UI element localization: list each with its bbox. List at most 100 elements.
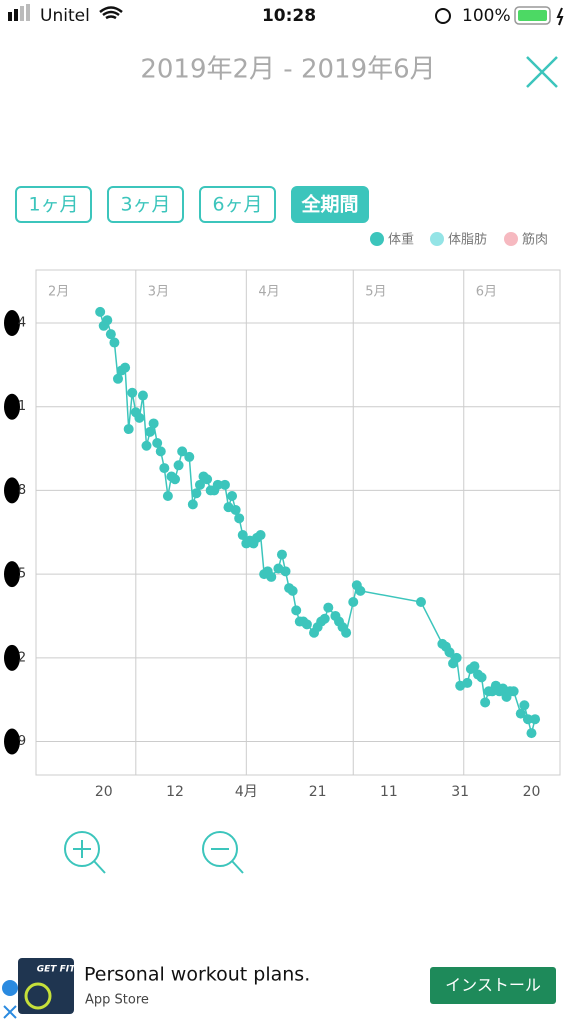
charging	[556, 7, 564, 26]
ad-close[interactable]	[3, 1005, 17, 1019]
point	[191, 488, 202, 499]
point	[230, 504, 241, 515]
legend-swatch	[430, 232, 444, 246]
point	[148, 418, 159, 429]
point	[194, 479, 205, 490]
point	[102, 315, 113, 326]
point	[522, 714, 533, 725]
y-tick-label: 5	[18, 567, 26, 582]
close-button[interactable]	[526, 56, 558, 88]
y-tick-label: 8	[18, 483, 26, 498]
point	[415, 597, 426, 608]
point	[219, 479, 230, 490]
zoom-in-icon	[73, 840, 106, 874]
point	[137, 390, 148, 401]
point	[152, 437, 163, 448]
point	[508, 686, 519, 697]
point	[469, 661, 480, 672]
point	[170, 474, 181, 485]
y-tick-label: 4	[18, 316, 26, 331]
zoom-out-icon	[202, 831, 238, 867]
range-button[interactable]	[291, 186, 369, 223]
zoom-out[interactable]	[202, 831, 244, 874]
point	[234, 513, 245, 524]
point	[519, 700, 530, 711]
battery-level	[518, 10, 547, 21]
point	[95, 306, 106, 317]
point	[530, 714, 541, 725]
point	[177, 446, 188, 457]
y-tick-label: 2	[18, 650, 26, 665]
point	[280, 566, 291, 577]
range-button[interactable]	[199, 186, 276, 223]
month-label: 5月	[365, 285, 386, 300]
month-label: 2月	[48, 285, 69, 300]
point	[120, 362, 131, 373]
x-tick-label: 20	[95, 784, 113, 800]
point	[480, 697, 491, 708]
legend-label: 体脂肪	[448, 232, 487, 248]
point	[526, 728, 537, 739]
redaction	[4, 393, 20, 420]
zoom-out-icon	[211, 848, 244, 874]
point	[105, 329, 116, 340]
point	[476, 672, 487, 683]
time: 10:28	[262, 6, 316, 26]
ad-banner: GET FIT Personal workout plans. App Stor…	[0, 955, 576, 1024]
range-buttons: 1ヶ月 3ヶ月 6ヶ月 全期間	[15, 186, 369, 223]
legend-label: 筋肉	[522, 232, 548, 248]
x-tick-label: 21	[309, 784, 327, 800]
point	[202, 474, 213, 485]
point	[141, 440, 152, 451]
signal	[14, 9, 18, 21]
signal	[20, 6, 24, 21]
point	[159, 463, 170, 474]
zoom-in[interactable]	[64, 831, 106, 874]
chart: 2月 3月 4月 5月 6月 4 1 8 5 2 9 20 12 4月 21 11 31 20	[4, 269, 561, 800]
ad-info[interactable]	[2, 980, 18, 996]
redaction	[4, 644, 20, 671]
point	[109, 337, 120, 348]
point	[515, 708, 526, 719]
battery-text: 100%	[462, 6, 511, 26]
point	[162, 490, 173, 501]
point	[444, 647, 455, 658]
point	[451, 652, 462, 663]
range-button[interactable]	[107, 186, 184, 223]
point	[112, 373, 123, 384]
point	[227, 490, 238, 501]
point	[341, 627, 352, 638]
battery	[514, 6, 551, 25]
install-button[interactable]	[430, 967, 556, 1004]
redaction	[4, 728, 20, 755]
legend: 体重 体脂肪 筋肉	[370, 232, 548, 248]
month-label: 6月	[476, 285, 497, 300]
zoom-in-icon	[64, 831, 100, 867]
point	[184, 451, 195, 462]
redaction	[4, 310, 20, 337]
legend-label: 体重	[388, 232, 414, 248]
point	[355, 585, 366, 596]
point	[323, 602, 334, 613]
signal	[8, 12, 12, 21]
lock-icon	[435, 8, 451, 24]
range-button-label: 6ヶ月	[212, 194, 262, 216]
point	[291, 605, 302, 616]
point	[462, 677, 473, 688]
point	[145, 426, 156, 437]
legend-swatch	[504, 232, 518, 246]
y-tick-label: 1	[18, 399, 26, 414]
range-button-label: 3ヶ月	[120, 194, 170, 216]
x-tick-label: 31	[451, 784, 469, 800]
y-tick-label: 9	[18, 734, 26, 749]
point	[301, 619, 312, 630]
ad-title: Personal workout plans.	[84, 964, 310, 986]
point	[173, 460, 184, 471]
ad-icon-text: GET FIT	[37, 965, 76, 975]
signal	[26, 4, 30, 21]
point	[127, 387, 138, 398]
range-button[interactable]	[15, 186, 92, 223]
status-bar: Unitel 10:28 100%	[8, 4, 564, 26]
